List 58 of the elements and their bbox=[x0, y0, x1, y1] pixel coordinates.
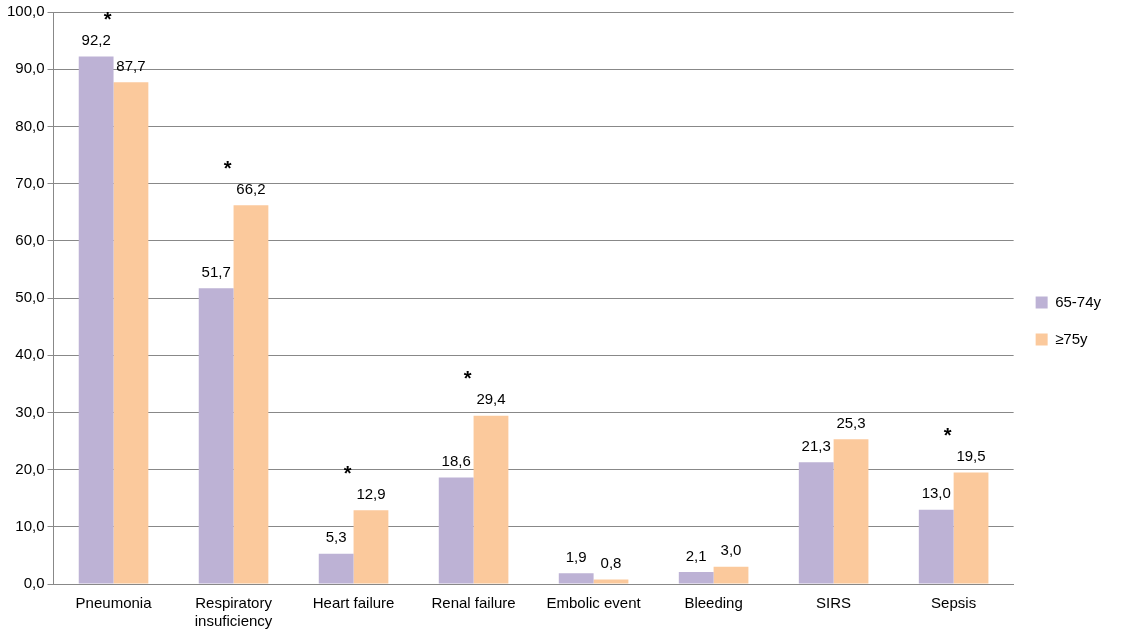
bar bbox=[798, 462, 834, 584]
bar bbox=[353, 510, 389, 584]
y-tick-label: 50,0 bbox=[15, 288, 45, 306]
y-tick-label: 0,0 bbox=[23, 574, 45, 592]
annotation: * bbox=[463, 367, 472, 390]
x-tick-label: Sepsis bbox=[931, 594, 977, 612]
bar bbox=[713, 566, 749, 584]
bar bbox=[833, 439, 869, 584]
data-label: 13,0 bbox=[921, 484, 951, 502]
legend-label: 65-74y bbox=[1055, 292, 1102, 310]
y-tick-label: 100,0 bbox=[6, 2, 45, 20]
y-tick-label: 40,0 bbox=[15, 345, 45, 363]
x-tick-label: Respiratory insuficiency bbox=[194, 594, 273, 630]
bar bbox=[198, 288, 234, 584]
data-label: 12,9 bbox=[356, 484, 386, 502]
data-label: 21,3 bbox=[801, 436, 831, 454]
bar bbox=[473, 415, 509, 584]
x-tick-label: SIRS bbox=[816, 594, 852, 612]
x-tick-label: Embolic event bbox=[546, 594, 642, 612]
data-label: 29,4 bbox=[476, 390, 506, 408]
y-tick-label: 90,0 bbox=[15, 59, 45, 77]
data-label: 87,7 bbox=[116, 57, 146, 74]
bar bbox=[678, 571, 714, 584]
data-label: 0,8 bbox=[600, 554, 622, 572]
x-tick-label: Bleeding bbox=[684, 594, 743, 612]
y-tick-label: 70,0 bbox=[15, 173, 45, 191]
data-label: 51,7 bbox=[201, 262, 231, 280]
data-label: 19,5 bbox=[956, 447, 986, 465]
data-label: 18,6 bbox=[441, 452, 471, 470]
legend-label: ≥75y bbox=[1055, 329, 1089, 347]
bar bbox=[318, 553, 354, 584]
y-tick-label: 60,0 bbox=[15, 230, 45, 248]
bar bbox=[918, 509, 954, 584]
x-tick-label: Pneumonia bbox=[75, 594, 153, 612]
annotation: * bbox=[343, 461, 352, 484]
annotation: * bbox=[943, 423, 952, 446]
x-tick-label: Heart failure bbox=[312, 594, 395, 612]
data-label: 2,1 bbox=[685, 546, 707, 564]
data-label: 66,2 bbox=[236, 179, 266, 197]
data-label: 5,3 bbox=[325, 528, 347, 546]
bar bbox=[953, 472, 989, 584]
bar bbox=[78, 56, 114, 584]
bar bbox=[593, 579, 629, 584]
data-label: 1,9 bbox=[565, 547, 587, 565]
y-tick-label: 30,0 bbox=[15, 402, 45, 420]
data-label: 3,0 bbox=[720, 541, 742, 559]
y-tick-label: 10,0 bbox=[15, 516, 45, 534]
bar bbox=[438, 477, 474, 584]
data-label: 92,2 bbox=[81, 31, 111, 49]
y-tick-label: 20,0 bbox=[15, 459, 45, 477]
x-tick-label: Renal failure bbox=[431, 594, 516, 612]
y-tick-label: 80,0 bbox=[15, 116, 45, 134]
data-label: 25,3 bbox=[836, 413, 866, 431]
annotation: * bbox=[223, 156, 232, 179]
bar bbox=[113, 82, 149, 584]
bar bbox=[558, 573, 594, 584]
bar bbox=[233, 205, 269, 584]
annotation: * bbox=[103, 8, 112, 31]
